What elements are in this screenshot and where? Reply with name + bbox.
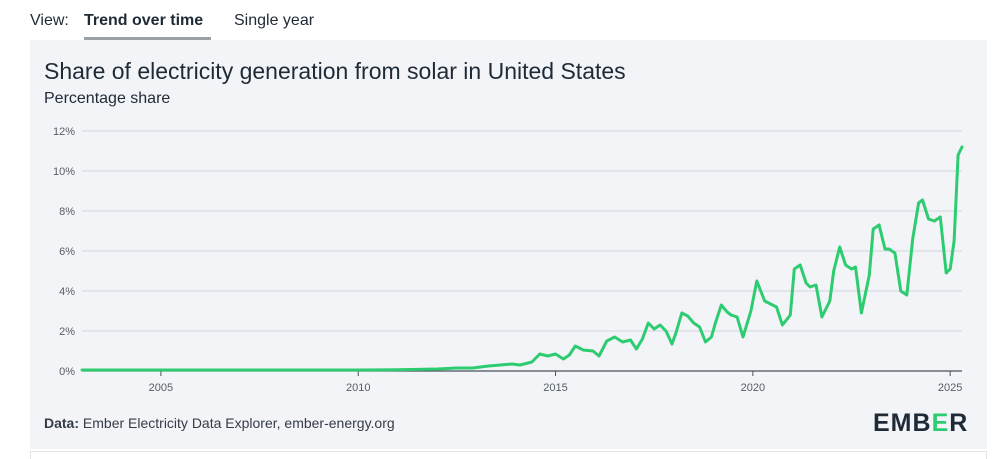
y-tick-label: 2% bbox=[59, 326, 75, 338]
x-tick-label: 2005 bbox=[149, 382, 173, 394]
series-line-solar-share bbox=[80, 145, 964, 372]
next-card-edge bbox=[30, 451, 987, 459]
chart-subtitle: Percentage share bbox=[44, 90, 171, 107]
data-source: Data: Ember Electricity Data Explorer, e… bbox=[44, 415, 395, 431]
y-tick-label: 4% bbox=[59, 286, 75, 298]
tab-trend-over-time[interactable]: Trend over time bbox=[84, 12, 204, 29]
x-tick-label: 2015 bbox=[543, 382, 567, 394]
ember-logo-mark: E bbox=[931, 409, 950, 437]
chart-panel bbox=[30, 40, 987, 449]
active-tab-indicator bbox=[84, 37, 211, 40]
view-selector: View: Trend over time Single year bbox=[0, 0, 1000, 40]
x-tick-label: 2010 bbox=[346, 382, 370, 394]
view-label: View: bbox=[30, 12, 69, 29]
data-source-text: Ember Electricity Data Explorer, ember-e… bbox=[79, 415, 395, 431]
y-tick-label: 6% bbox=[59, 246, 75, 258]
tab-single-year[interactable]: Single year bbox=[234, 12, 315, 29]
y-tick-label: 10% bbox=[53, 166, 75, 178]
x-tick-label: 2025 bbox=[938, 382, 962, 394]
data-source-prefix: Data: bbox=[44, 415, 80, 431]
ember-logo: EMBER bbox=[873, 409, 969, 437]
chart-title: Share of electricity generation from sol… bbox=[44, 58, 626, 84]
x-tick-label: 2020 bbox=[741, 382, 765, 394]
y-tick-label: 0% bbox=[59, 366, 75, 378]
y-tick-label: 12% bbox=[53, 126, 75, 138]
y-tick-label: 8% bbox=[59, 206, 75, 218]
